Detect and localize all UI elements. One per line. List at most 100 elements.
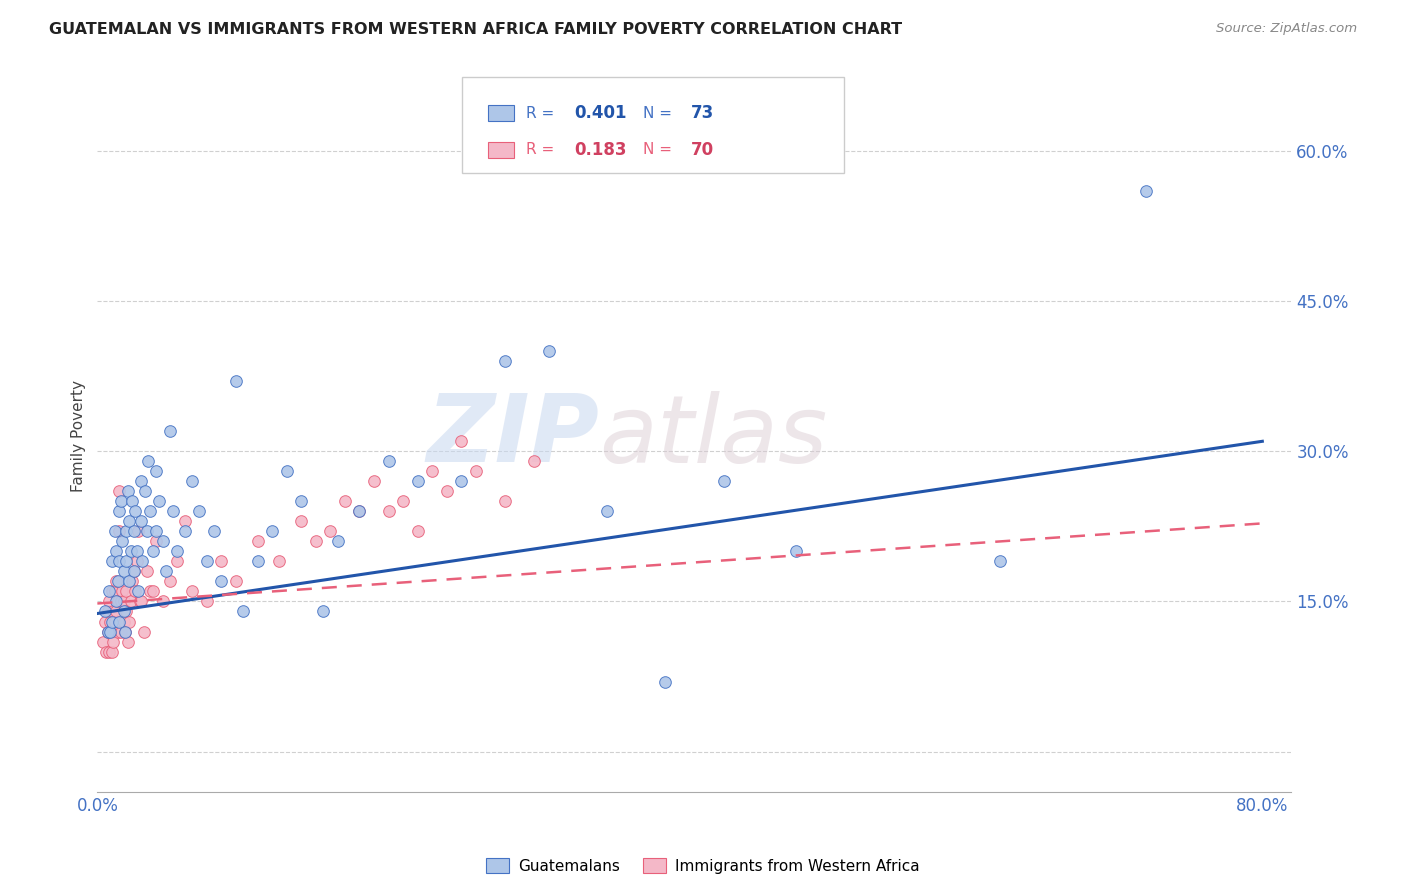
Point	[91, 634, 114, 648]
Text: R =: R =	[526, 105, 560, 120]
Point	[118, 574, 141, 589]
Point	[136, 454, 159, 468]
Point	[108, 504, 131, 518]
Point	[269, 554, 291, 568]
Point	[155, 565, 177, 579]
Point	[112, 615, 135, 629]
Point	[145, 534, 167, 549]
Text: 0.401: 0.401	[574, 104, 626, 122]
Point	[537, 344, 560, 359]
Point	[209, 574, 232, 589]
Point	[326, 534, 349, 549]
Text: GUATEMALAN VS IMMIGRANTS FROM WESTERN AFRICA FAMILY POVERTY CORRELATION CHART: GUATEMALAN VS IMMIGRANTS FROM WESTERN AF…	[49, 22, 903, 37]
Point	[124, 584, 146, 599]
Point	[159, 424, 181, 438]
Point	[118, 615, 141, 629]
Point	[232, 605, 254, 619]
Point	[124, 504, 146, 518]
Legend: Guatemalans, Immigrants from Western Africa: Guatemalans, Immigrants from Western Afr…	[479, 852, 927, 880]
Point	[93, 615, 115, 629]
Point	[129, 475, 152, 489]
Point	[145, 524, 167, 539]
Point	[122, 565, 145, 579]
Point	[105, 605, 128, 619]
Point	[290, 494, 312, 508]
Point	[181, 475, 204, 489]
Point	[104, 584, 127, 599]
Point	[122, 565, 145, 579]
Point	[392, 494, 415, 508]
Point	[988, 554, 1011, 568]
Point	[333, 494, 356, 508]
Point	[181, 584, 204, 599]
Point	[349, 504, 371, 518]
Point	[128, 594, 150, 608]
Point	[195, 594, 218, 608]
Point	[523, 454, 546, 468]
Point	[101, 644, 124, 658]
Text: N =: N =	[643, 143, 676, 157]
Text: Source: ZipAtlas.com: Source: ZipAtlas.com	[1216, 22, 1357, 36]
Point	[104, 524, 127, 539]
Point	[120, 544, 142, 558]
Text: ZIP: ZIP	[426, 391, 599, 483]
Point	[118, 515, 141, 529]
Point	[115, 605, 138, 619]
Point	[114, 624, 136, 639]
Point	[195, 554, 218, 568]
Point	[142, 584, 165, 599]
Point	[1135, 184, 1157, 198]
FancyBboxPatch shape	[488, 105, 515, 120]
Text: 70: 70	[690, 141, 714, 159]
Point	[406, 475, 429, 489]
Point	[96, 605, 118, 619]
Point	[319, 524, 342, 539]
Point	[110, 494, 132, 508]
Point	[406, 524, 429, 539]
Point	[120, 594, 142, 608]
Point	[107, 594, 129, 608]
Point	[101, 584, 124, 599]
Point	[129, 515, 152, 529]
Point	[139, 504, 162, 518]
Text: 73: 73	[690, 104, 714, 122]
Point	[450, 434, 472, 449]
Point	[98, 644, 121, 658]
Point	[100, 615, 122, 629]
Y-axis label: Family Poverty: Family Poverty	[72, 380, 86, 492]
Point	[209, 554, 232, 568]
Point	[107, 574, 129, 589]
Point	[121, 494, 143, 508]
Point	[108, 615, 131, 629]
Point	[135, 565, 157, 579]
Point	[96, 624, 118, 639]
Point	[107, 624, 129, 639]
Point	[166, 554, 188, 568]
Point	[103, 634, 125, 648]
Point	[152, 534, 174, 549]
Text: R =: R =	[526, 143, 560, 157]
Point	[159, 574, 181, 589]
Point	[349, 504, 371, 518]
Point	[122, 524, 145, 539]
Point	[108, 524, 131, 539]
Point	[127, 524, 149, 539]
Point	[225, 574, 247, 589]
Point	[112, 594, 135, 608]
Point	[103, 605, 125, 619]
Text: N =: N =	[643, 105, 676, 120]
Point	[131, 554, 153, 568]
Point	[98, 594, 121, 608]
Point	[105, 574, 128, 589]
FancyBboxPatch shape	[488, 142, 515, 158]
Point	[188, 504, 211, 518]
Point	[152, 594, 174, 608]
Point	[420, 464, 443, 478]
Point	[101, 624, 124, 639]
Point	[114, 624, 136, 639]
Point	[132, 624, 155, 639]
Point	[105, 544, 128, 558]
Point	[101, 554, 124, 568]
Point	[93, 605, 115, 619]
Point	[785, 544, 807, 558]
